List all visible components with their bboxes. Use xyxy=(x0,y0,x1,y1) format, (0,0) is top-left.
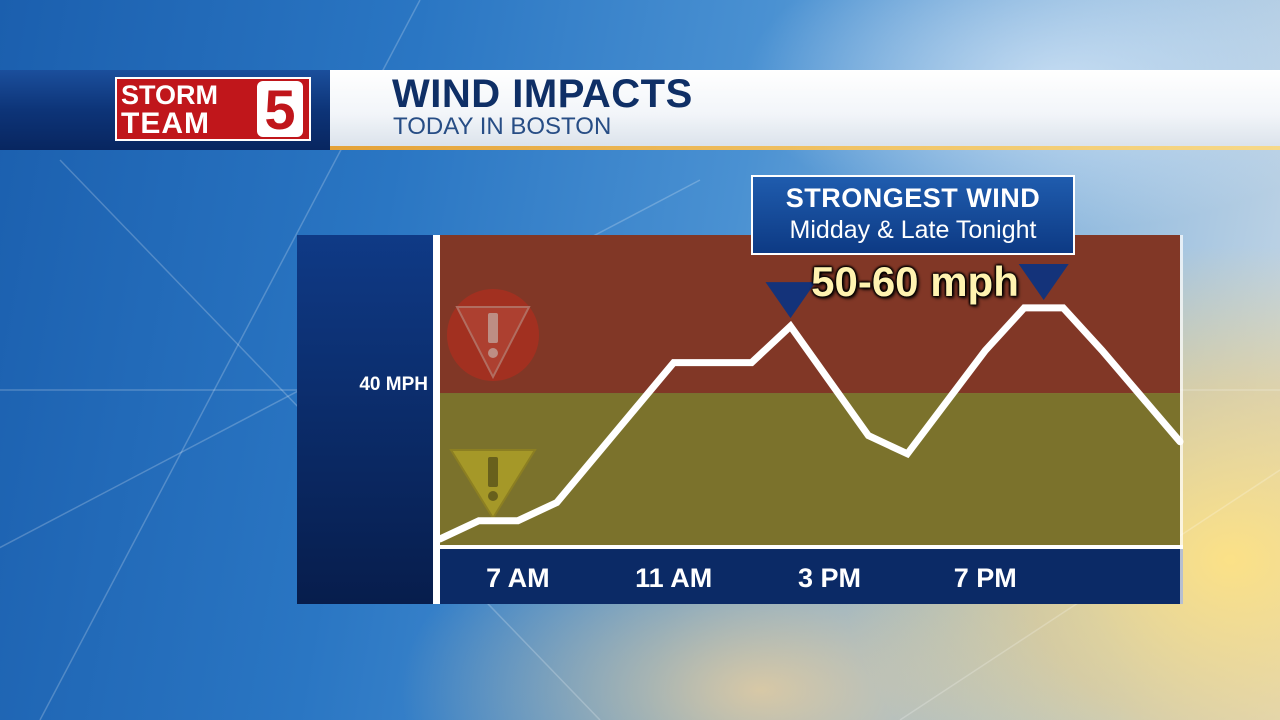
wind-speed-annotation: 50-60 mph xyxy=(811,258,1019,305)
danger-warning-icon xyxy=(447,289,539,381)
chart-right-edge xyxy=(1180,235,1183,604)
x-tick-label: 3 PM xyxy=(798,563,861,593)
storm-team-5-logo: STORM TEAM 5 xyxy=(115,77,311,141)
x-tick-label: 11 AM xyxy=(635,563,712,593)
logo-five-badge: 5 xyxy=(257,81,303,139)
x-axis-line xyxy=(440,545,1183,549)
peak-marker xyxy=(1018,263,1069,300)
zone-caution xyxy=(440,393,1180,545)
y-tick-label: 40 MPH xyxy=(359,374,428,395)
danger-exclamation-bar xyxy=(488,313,498,343)
zone-danger xyxy=(440,235,1180,394)
wind-series xyxy=(436,304,1184,543)
y-axis-line xyxy=(433,235,440,604)
caution-exclamation-dot xyxy=(488,491,498,501)
strongest-wind-callout: STRONGEST WIND Midday & Late Tonight xyxy=(751,175,1075,255)
caution-exclamation-bar xyxy=(488,457,498,487)
header-accent-stripe xyxy=(330,146,1280,150)
callout-subtitle: Midday & Late Tonight xyxy=(789,216,1037,244)
x-tick-label: 7 AM xyxy=(486,563,550,593)
peak-marker xyxy=(765,282,816,319)
series-line xyxy=(436,304,1184,543)
x-axis-band xyxy=(440,549,1183,604)
header-bar xyxy=(330,70,1280,150)
y-axis-band xyxy=(297,235,433,604)
callout-title: STRONGEST WIND xyxy=(785,183,1041,213)
zone-icons xyxy=(447,289,539,520)
danger-exclamation-dot xyxy=(488,348,498,358)
logo-storm-text: STORM xyxy=(121,80,219,110)
danger-triangle xyxy=(455,306,531,380)
page-subtitle: TODAY IN BOSTON xyxy=(393,113,612,140)
logo-team-text: TEAM xyxy=(121,107,210,140)
page-title: WIND IMPACTS xyxy=(392,72,693,116)
x-axis: 7 AM 11 AM 3 PM 7 PM xyxy=(440,235,1183,604)
y-axis: 40 MPH xyxy=(297,235,440,604)
threshold-zones xyxy=(440,235,1180,545)
caution-warning-icon xyxy=(449,449,537,520)
x-tick-label: 7 PM xyxy=(954,563,1017,593)
peak-markers xyxy=(765,263,1069,319)
